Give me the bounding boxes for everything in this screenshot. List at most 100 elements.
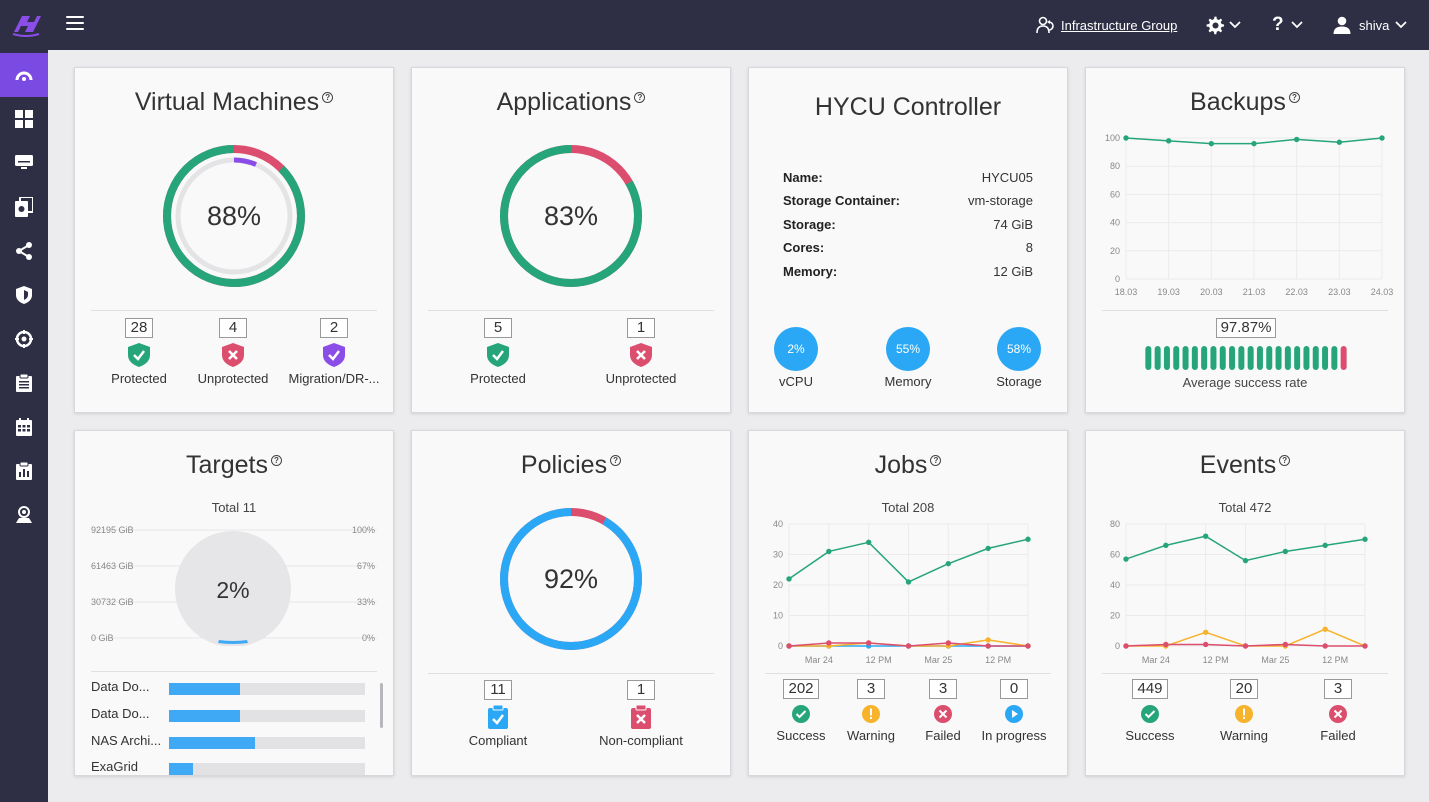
policies-title[interactable]: Policies	[520, 451, 608, 479]
sidebar	[0, 50, 48, 802]
events-line-chart[interactable]: 0 20 40 60 80 Mar 24 12 PM Mar 25 12 PM	[1086, 516, 1406, 666]
sidebar-item-schedules[interactable]	[0, 405, 48, 449]
help-icon[interactable]: ?	[634, 92, 646, 103]
memory-usage-bubble[interactable]: 55%	[886, 327, 930, 371]
target-row[interactable]: ExaGrid	[91, 759, 366, 775]
events-warning-stat[interactable]: 20 Warning	[1214, 679, 1274, 743]
policies-compliant-stat[interactable]: 11 Compliant	[458, 680, 538, 748]
sidebar-item-dashboard[interactable]	[0, 53, 48, 97]
jobs-line-chart[interactable]: 0 10 20 30 40 Mar 24 12 PM Mar 25 12 PM	[749, 516, 1069, 666]
controller-value: vm-storage	[967, 193, 1033, 208]
targets-left-tick: 61463 GiB	[91, 561, 134, 571]
data-point	[1379, 135, 1385, 141]
jobs-success-stat[interactable]: 202 Success	[771, 679, 831, 743]
data-point	[786, 643, 792, 649]
shield-check-icon	[128, 343, 150, 367]
backup-status-bar	[1191, 346, 1198, 370]
targets-usage-circle[interactable]	[175, 531, 291, 646]
sidebar-item-policies[interactable]	[0, 273, 48, 317]
jobs-warning-label: Warning	[847, 728, 895, 743]
help-icon[interactable]: ?	[610, 455, 622, 466]
help-menu[interactable]: ?	[1272, 0, 1303, 50]
storage-label: Storage	[996, 374, 1042, 389]
policies-noncompliant-stat[interactable]: 1 Non-compliant	[586, 680, 696, 748]
y-tick-label: 20	[1110, 246, 1120, 256]
backups-status-bars[interactable]	[1086, 346, 1406, 372]
sidebar-item-administration[interactable]	[0, 493, 48, 537]
vm-migration-stat[interactable]: 2 Migration/DR-...	[279, 318, 389, 386]
sidebar-item-jobs[interactable]	[0, 361, 48, 405]
events-success-stat[interactable]: 449 Success	[1120, 679, 1180, 743]
backups-title[interactable]: Backups	[1190, 88, 1286, 116]
apps-unprotected-stat[interactable]: 1 Unprotected	[596, 318, 686, 386]
vcpu-usage-bubble[interactable]: 2%	[774, 327, 818, 371]
vm-unprotected-label: Unprotected	[197, 371, 269, 386]
data-point	[1025, 536, 1031, 542]
x-tick-label: Mar 24	[1142, 655, 1170, 665]
targets-scrollbar[interactable]	[380, 683, 383, 728]
data-point	[905, 643, 912, 649]
controller-title[interactable]: HYCU Controller	[814, 93, 1002, 121]
vm-percent: 88%	[207, 201, 261, 231]
user-name: shiva	[1359, 17, 1390, 33]
y-tick-label: 60	[1110, 550, 1120, 560]
sidebar-item-reports[interactable]	[0, 449, 48, 493]
infrastructure-group-selector[interactable]: Infrastructure Group	[1036, 0, 1177, 50]
events-failed-label: Failed	[1320, 728, 1356, 743]
events-failed-count: 3	[1324, 679, 1352, 699]
backup-status-bar	[1340, 346, 1347, 370]
data-point	[1163, 641, 1169, 648]
hycu-logo-icon[interactable]	[10, 12, 42, 38]
help-icon[interactable]: ?	[270, 455, 282, 466]
sidebar-item-targets[interactable]	[0, 317, 48, 361]
card-title: Policies?	[412, 451, 730, 480]
x-tick-label: Mar 25	[924, 655, 952, 665]
y-tick-label: 20	[773, 580, 783, 590]
target-name: Data Do...	[91, 706, 150, 721]
y-tick-label: 100	[1105, 133, 1120, 143]
storage-usage-bubble[interactable]: 58%	[997, 327, 1041, 371]
sidebar-item-virtual-machines[interactable]	[0, 141, 48, 185]
jobs-success-label: Success	[776, 728, 826, 743]
events-failed-stat[interactable]: 3 Failed	[1308, 679, 1368, 743]
jobs-failed-stat[interactable]: 3 Failed	[913, 679, 973, 743]
targets-title[interactable]: Targets	[186, 451, 268, 479]
help-icon[interactable]: ?	[1279, 455, 1291, 466]
settings-menu[interactable]	[1206, 0, 1241, 50]
x-tick-label: 23.03	[1328, 287, 1351, 297]
sidebar-item-overview[interactable]	[0, 97, 48, 141]
group-users-icon	[1036, 16, 1054, 34]
jobs-in-progress-count: 0	[1000, 679, 1028, 699]
backup-status-bar	[1256, 346, 1263, 370]
target-row[interactable]: NAS Archi...	[91, 733, 366, 753]
sidebar-item-applications[interactable]	[0, 185, 48, 229]
user-menu[interactable]: shiva	[1333, 0, 1407, 50]
controller-value: 74 GiB	[993, 217, 1033, 232]
jobs-in-progress-stat[interactable]: 0 In progress	[977, 679, 1051, 743]
chevron-down-icon	[1229, 21, 1241, 29]
targets-left-tick: 0 GiB	[91, 633, 114, 643]
help-icon[interactable]: ?	[322, 92, 334, 103]
card-title: Events?	[1086, 451, 1404, 480]
menu-toggle-icon[interactable]	[66, 16, 84, 32]
applications-title[interactable]: Applications	[496, 88, 632, 116]
target-row[interactable]: Data Do...	[91, 706, 366, 726]
events-title[interactable]: Events	[1199, 451, 1277, 479]
target-row[interactable]: Data Do...	[91, 679, 366, 699]
vm-protected-stat[interactable]: 28 Protected	[99, 318, 179, 386]
calendar-icon	[16, 418, 32, 436]
x-tick-label: 24.03	[1371, 287, 1394, 297]
infrastructure-group-link[interactable]: Infrastructure Group	[1061, 17, 1178, 33]
virtual-machines-title[interactable]: Virtual Machines	[134, 88, 320, 116]
controller-key: Name:	[783, 170, 823, 185]
vm-unprotected-stat[interactable]: 4 Unprotected	[193, 318, 273, 386]
sidebar-item-shares[interactable]	[0, 229, 48, 273]
apps-protected-stat[interactable]: 5 Protected	[458, 318, 538, 386]
help-icon[interactable]: ?	[1288, 92, 1300, 103]
data-point	[945, 640, 952, 646]
help-icon[interactable]: ?	[930, 455, 942, 466]
jobs-title[interactable]: Jobs	[874, 451, 928, 479]
backups-line-chart[interactable]: 0 20 40 60 80 100 18.03 19.03 20.03 21.03 22.03 23.…	[1086, 68, 1406, 308]
jobs-warning-stat[interactable]: 3 Warning	[841, 679, 901, 743]
target-capacity-track	[169, 737, 365, 749]
